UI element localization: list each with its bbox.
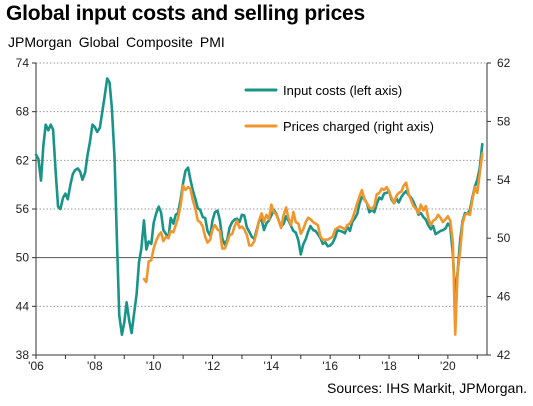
x-tick-label: '12	[205, 359, 221, 373]
chart-subtitle: JPMorgan Global Composite PMI	[8, 34, 225, 50]
x-tick-label: '18	[381, 359, 397, 373]
left-tick-label: 74	[16, 56, 30, 70]
chart-title: Global input costs and selling prices	[6, 2, 366, 25]
right-tick-label: 46	[497, 290, 511, 304]
series-lines	[34, 77, 484, 337]
right-tick-label: 58	[497, 114, 511, 128]
right-tick-label: 62	[497, 56, 511, 70]
legend-label-input-costs: Input costs (left axis)	[283, 83, 402, 98]
right-tick-label: 50	[497, 231, 511, 245]
left-tick-label: 68	[16, 105, 30, 119]
x-tick-label: '20	[440, 359, 456, 373]
legend: Input costs (left axis) Prices charged (r…	[244, 83, 434, 134]
left-tick-label: 38	[16, 348, 30, 362]
source-note: Sources: IHS Markit, JPMorgan.	[327, 380, 527, 396]
right-tick-label: 42	[497, 348, 511, 362]
series-line-prices-charged	[142, 152, 484, 336]
x-tick-label: '08	[87, 359, 103, 373]
axes: 38 44 50 56 62 68 74 42 46 50 54 58 62 '06 '08 '10 '12 '1…	[16, 56, 511, 373]
x-tick-label: '16	[322, 359, 338, 373]
right-tick-label: 54	[497, 173, 511, 187]
x-tick-label: '06	[28, 359, 44, 373]
left-tick-label: 56	[16, 202, 30, 216]
left-tick-label: 44	[16, 299, 30, 313]
left-tick-label: 62	[16, 153, 30, 167]
gridlines	[36, 62, 487, 307]
left-tick-label: 50	[16, 251, 30, 265]
x-tick-label: '10	[146, 359, 162, 373]
legend-label-prices-charged: Prices charged (right axis)	[283, 119, 434, 134]
x-tick-label: '14	[264, 359, 280, 373]
